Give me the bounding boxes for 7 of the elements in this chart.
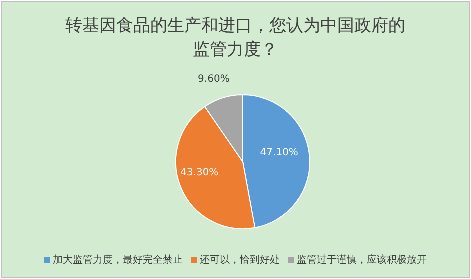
legend-label: 监管过于谨慎，应该积极放开: [297, 254, 427, 267]
legend-label: 加大监管力度，最好完全禁止: [53, 254, 183, 267]
data-label: 43.30%: [180, 167, 219, 178]
legend-label: 还可以，恰到好处: [200, 254, 280, 267]
data-label: 47.10%: [260, 148, 298, 159]
data-label: 9.60%: [198, 74, 230, 86]
chart-title: 转基因食品的生产和进口，您认为中国政府的监管力度？: [64, 15, 406, 62]
